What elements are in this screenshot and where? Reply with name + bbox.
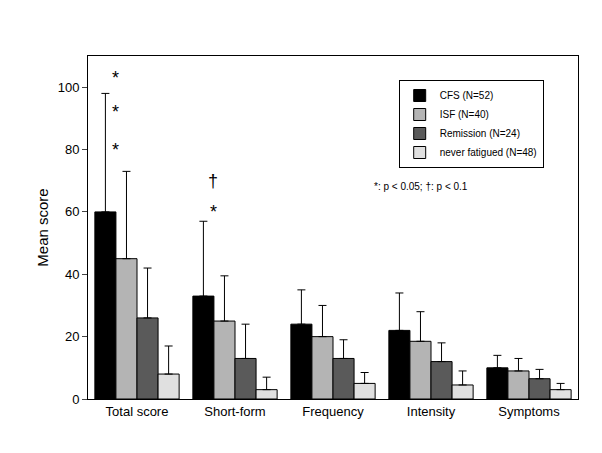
svg-text:†: † [208,171,218,191]
svg-text:*: * [112,68,119,88]
svg-text:0: 0 [72,392,79,407]
svg-text:CFS (N=52): CFS (N=52) [440,90,494,101]
svg-text:100: 100 [58,80,80,95]
svg-text:Remission (N=24): Remission (N=24) [440,128,520,139]
svg-text:60: 60 [65,204,79,219]
svg-text:*: * [112,140,119,160]
svg-text:Short-form: Short-form [204,404,265,419]
svg-text:*: p < 0.05; †: p < 0.1: *: p < 0.05; †: p < 0.1 [374,181,468,192]
svg-text:80: 80 [65,142,79,157]
svg-text:20: 20 [65,329,79,344]
svg-text:ISF (N=40): ISF (N=40) [440,109,489,120]
svg-text:*: * [112,102,119,122]
svg-text:Total score: Total score [106,404,169,419]
svg-text:Symptoms: Symptoms [498,404,560,419]
svg-text:never fatigued (N=48): never fatigued (N=48) [440,147,537,158]
svg-text:Intensity: Intensity [407,404,456,419]
svg-text:Frequency: Frequency [302,404,364,419]
svg-text:*: * [210,202,217,222]
svg-text:Mean score: Mean score [34,188,51,266]
svg-text:40: 40 [65,267,79,282]
